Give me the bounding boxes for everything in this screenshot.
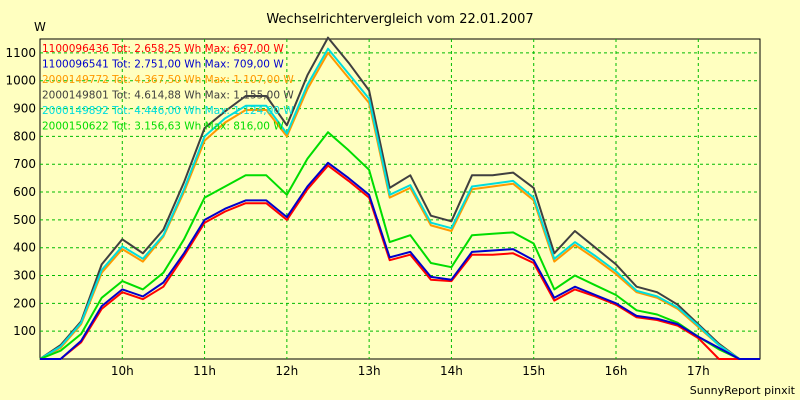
legend-entry-1100096436: 1100096436 Tot: 2.658,25 Wh Max: 697,00 …	[42, 43, 284, 55]
y-tick-label: 700	[13, 157, 36, 171]
y-tick-label: 800	[13, 129, 36, 143]
legend-entry-1100096541: 1100096541 Tot: 2.751,00 Wh Max: 709,00 …	[42, 59, 284, 71]
series-layer	[39, 36, 760, 360]
x-tick-label: 12h	[275, 364, 298, 378]
y-tick-label: 1000	[5, 74, 36, 88]
x-tick-label: 10h	[111, 364, 134, 378]
y-tick-label: 500	[13, 213, 36, 227]
series-line-2000149801	[39, 36, 760, 360]
grid-layer	[40, 39, 760, 359]
y-tick-label: 1100	[5, 46, 36, 60]
legend-entry-2000149892: 2000149892 Tot: 4.446,00 Wh Max: 1.124,0…	[42, 105, 294, 117]
y-tick-label: 300	[13, 269, 36, 283]
series-line-1100096436	[40, 164, 760, 360]
legend-entry-2000149772: 2000149772 Tot: 4.367,50 Wh Max: 1.107,0…	[42, 74, 294, 86]
x-tick-label: 16h	[605, 364, 628, 378]
legend: 1100096436 Tot: 2.658,25 Wh Max: 697,00 …	[42, 43, 294, 133]
series-line-2000149892	[39, 47, 760, 360]
x-tick-label: 13h	[358, 364, 381, 378]
legend-entry-2000149801: 2000149801 Tot: 4.614,88 Wh Max: 1.155,0…	[42, 90, 294, 102]
y-tick-label: 200	[13, 296, 36, 310]
credit-label: SunnyReport pinxit	[690, 384, 796, 397]
y-tick-label: 600	[13, 185, 36, 199]
legend-entry-2000150622: 2000150622 Tot: 3.156,63 Wh Max: 816,00 …	[42, 121, 284, 133]
y-tick-label: 900	[13, 102, 36, 116]
chart-title: Wechselrichtervergleich vom 22.01.2007	[266, 12, 533, 27]
plot-area	[39, 38, 761, 360]
tick-labels: 100 200 300 400 500 600 700 800 900 1000 1100 10h 11…	[5, 46, 709, 378]
x-tick-label: 11h	[193, 364, 216, 378]
x-tick-label: 17h	[687, 364, 710, 378]
y-tick-label: 400	[13, 241, 36, 255]
series-line-2000149772	[39, 51, 760, 360]
series-line-2000150622	[39, 131, 760, 360]
x-tick-label: 14h	[440, 364, 463, 378]
y-tick-label: 100	[13, 324, 36, 338]
series-line-1100096541	[40, 161, 760, 360]
y-axis-label: W	[34, 20, 46, 34]
x-tick-label: 15h	[522, 364, 545, 378]
